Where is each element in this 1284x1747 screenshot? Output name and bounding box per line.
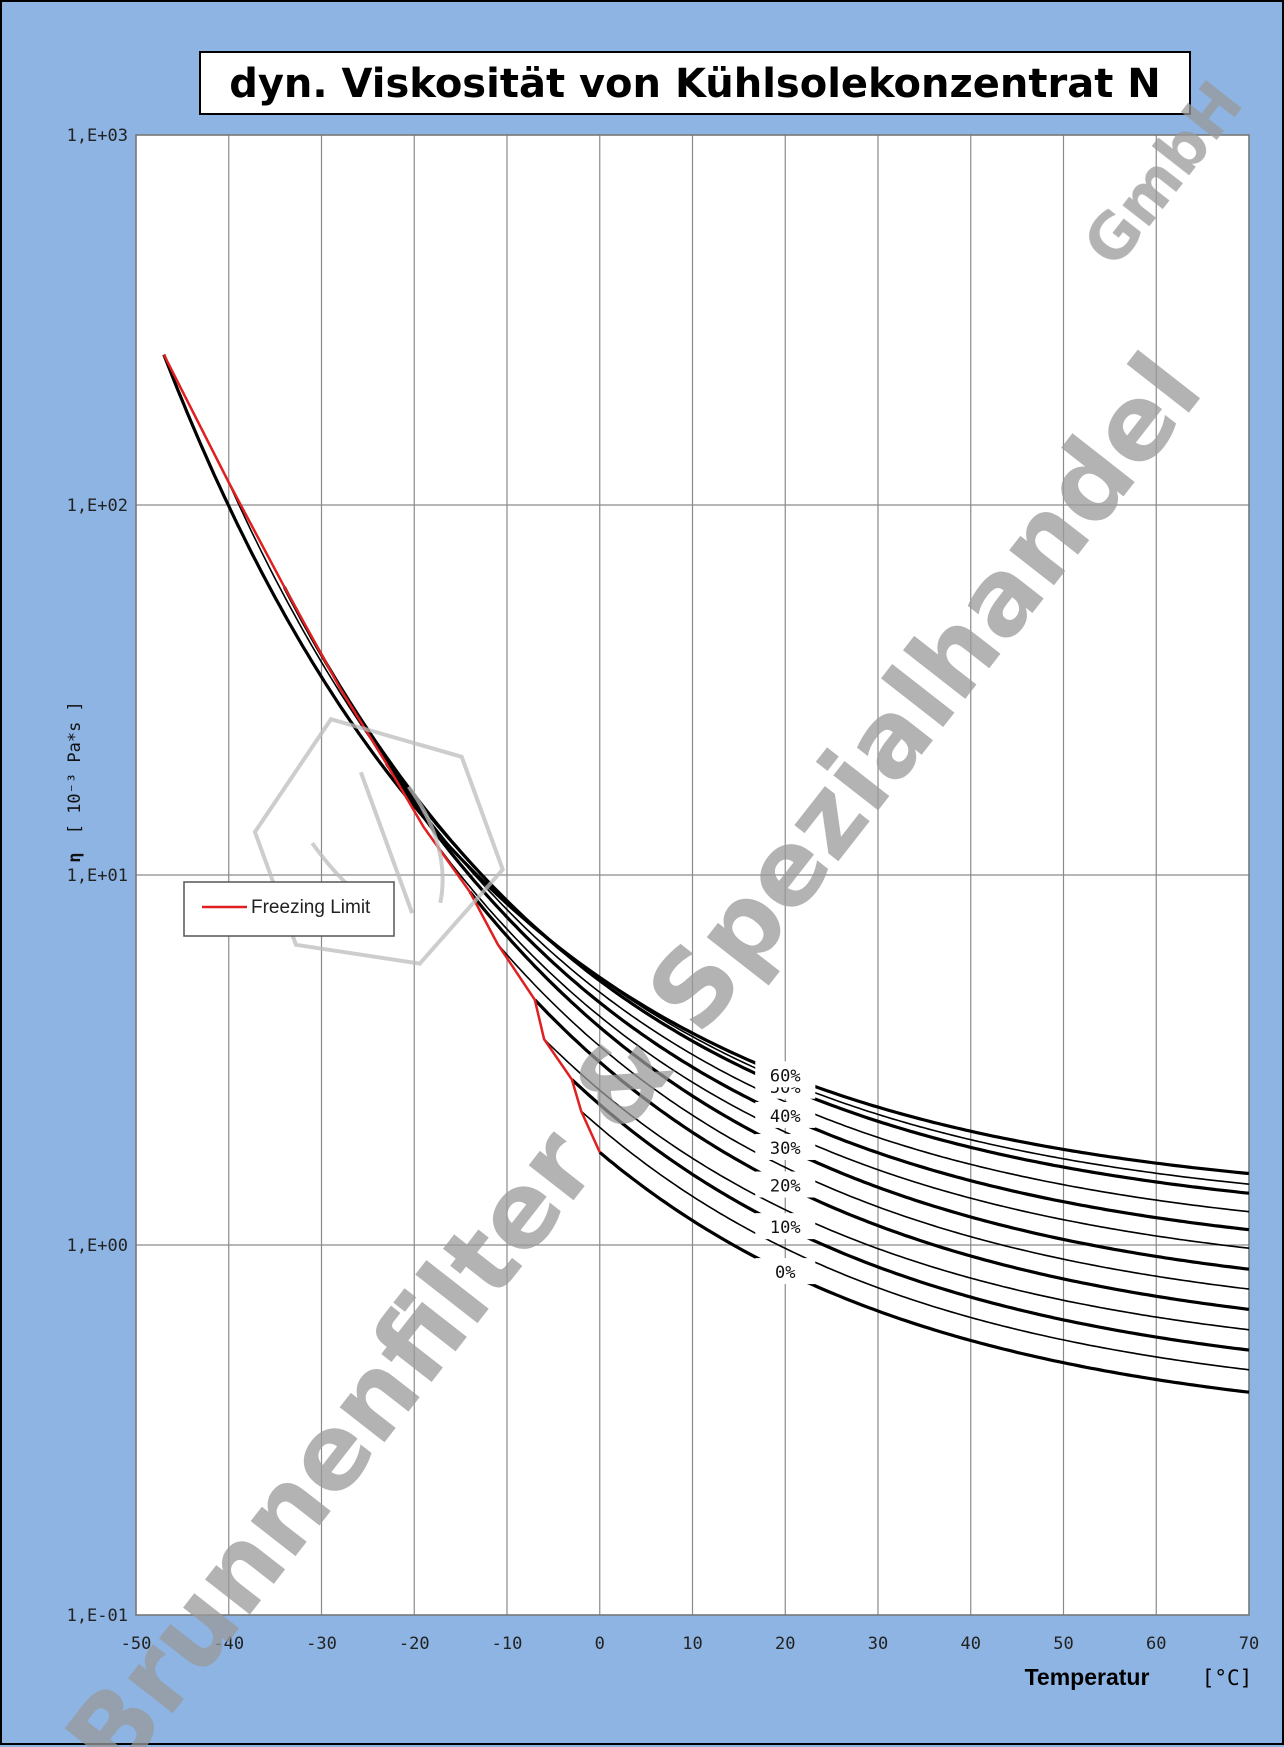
x-tick-label: -50 <box>121 1634 152 1654</box>
x-axis-unit: [°C] <box>1202 1666 1253 1690</box>
legend-box <box>183 881 395 937</box>
series-line <box>468 890 1250 1271</box>
grid <box>135 134 1250 1616</box>
curve-label-bg <box>755 1171 816 1198</box>
series-line <box>543 1038 1250 1331</box>
x-tick-label: 50 <box>1053 1634 1073 1654</box>
curve-label: 30% <box>770 1139 801 1159</box>
y-tick-label: 1,E+02 <box>67 496 128 516</box>
curve-label-bg <box>755 1258 816 1285</box>
y-axis-unit: [ 10⁻³ Pa*s ] <box>65 701 85 834</box>
x-tick-label: -40 <box>213 1634 244 1654</box>
curve-label-bg <box>755 1101 816 1128</box>
curve-label-bg <box>755 1133 816 1160</box>
y-tick-label: 1,E+03 <box>67 126 128 146</box>
curve-label: 60% <box>770 1066 801 1086</box>
x-axis-title: Temperatur <box>1025 1664 1150 1690</box>
x-tick-label: -10 <box>492 1634 523 1654</box>
curve-label: 40% <box>770 1107 801 1127</box>
x-tick-label: 10 <box>682 1634 702 1654</box>
curve-label-bg <box>755 1213 816 1240</box>
freezing-limit-line <box>162 354 601 1153</box>
y-tick-label: 1,E-01 <box>67 1606 128 1626</box>
x-tick-label: 40 <box>961 1634 981 1654</box>
legend-freezing-label: Freezing Limit <box>251 897 371 918</box>
axis-ticks: -50 -40 -30 -20 -10 0 10 20 30 40 50 60 70 1,E-01 1,E+… <box>67 126 1260 1654</box>
series-line <box>162 354 1250 1176</box>
y-tick-label: 1,E+00 <box>67 1236 128 1256</box>
curve-label: 10% <box>770 1218 801 1238</box>
x-tick-label: 20 <box>775 1634 795 1654</box>
y-axis-title: η [ 10⁻³ Pa*s ] <box>65 701 85 863</box>
legend: Freezing Limit <box>183 881 395 937</box>
svg-text:η [ 10⁻³ Pa*s ]: η [ 10⁻³ Pa*s ] <box>65 701 85 863</box>
curve-label: 0% <box>775 1263 795 1283</box>
y-tick-label: 1,E+01 <box>67 866 128 886</box>
series-line <box>533 998 1250 1311</box>
x-tick-label: -30 <box>306 1634 337 1654</box>
y-axis-symbol: η <box>65 853 85 863</box>
x-tick-label: 70 <box>1239 1634 1259 1654</box>
series-line <box>497 943 1250 1290</box>
title-box <box>199 51 1191 115</box>
x-tick-label: 30 <box>868 1634 888 1654</box>
curve-label: 20% <box>770 1176 801 1196</box>
series-line <box>385 762 1250 1232</box>
curve-label-bg <box>755 1061 816 1088</box>
curve-labels: 0%10%20%30%40%50%60% <box>755 1061 816 1285</box>
series-line <box>570 1078 1250 1352</box>
series-line <box>228 482 1250 1185</box>
x-tick-label: 60 <box>1146 1634 1166 1654</box>
series-line <box>598 1151 1250 1394</box>
x-tick-label: -20 <box>399 1634 430 1654</box>
x-tick-label: 0 <box>595 1634 605 1654</box>
series-line <box>422 826 1250 1249</box>
series-layer <box>162 354 1250 1394</box>
plot-border <box>135 134 1250 1616</box>
chart-title: dyn. Viskosität von Kühlsolekonzentrat N <box>229 61 1161 107</box>
series-line <box>580 1110 1250 1371</box>
